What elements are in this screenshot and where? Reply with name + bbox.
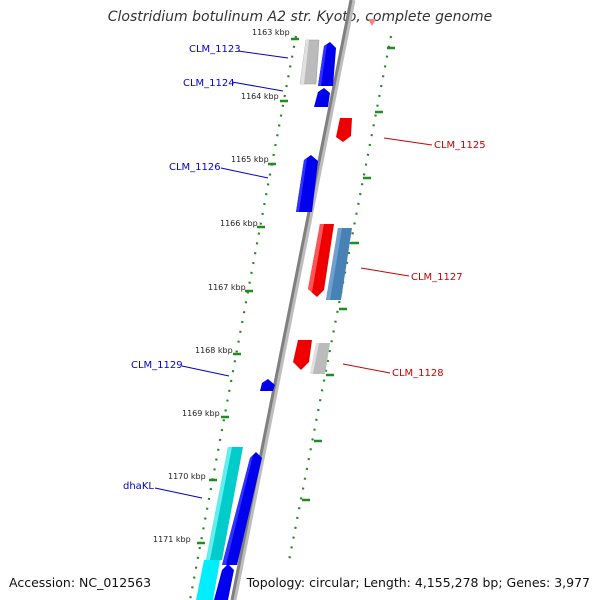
gene-highlight: [326, 228, 342, 300]
gene-label[interactable]: CLM_1123: [189, 44, 241, 55]
gene-clm-1125[interactable]: [336, 118, 352, 142]
tick-label: 1166 kbp: [220, 219, 258, 228]
gene-highlight: [206, 447, 232, 560]
gene-label[interactable]: CLM_1126: [169, 162, 221, 173]
gene-label[interactable]: CLM_1127: [411, 272, 463, 283]
ruler-outer: [286, 35, 393, 567]
tick-label: 1170 kbp: [168, 472, 206, 481]
gene-cyan-lower[interactable]: [196, 560, 220, 600]
gene-clm-1124[interactable]: [314, 88, 330, 107]
gene-label[interactable]: dhaKL: [123, 481, 154, 492]
gene-clm-1126[interactable]: [296, 155, 318, 212]
backbone-shadow: [231, 0, 356, 600]
map-title: Clostridium botulinum A2 str. Kyoto, com…: [107, 9, 493, 25]
gene-highlight: [300, 40, 309, 84]
tick-label: 1164 kbp: [241, 92, 279, 101]
tick-label: 1169 kbp: [182, 409, 220, 418]
tick-label: 1165 kbp: [231, 155, 269, 164]
gene-clm-1128-red[interactable]: [293, 340, 312, 370]
gene-label[interactable]: CLM_1124: [183, 78, 235, 89]
top-marker: [368, 19, 376, 26]
tick-label: 1167 kbp: [208, 283, 246, 292]
label-leaders: [154, 50, 433, 499]
gene-clm-1129[interactable]: [260, 379, 275, 391]
gene-label[interactable]: CLM_1128: [392, 368, 444, 379]
gene-clm-1127-red[interactable]: [308, 224, 334, 297]
tick-label: 1168 kbp: [195, 346, 233, 355]
tick-label: 1163 kbp: [252, 28, 290, 37]
gene-highlight: [222, 455, 253, 565]
gene-highlight: [308, 224, 324, 292]
ruler-ticks: [197, 37, 395, 545]
gene-highlight: [310, 343, 319, 374]
gene-blue-bottom[interactable]: [214, 564, 234, 600]
topology-text: Topology: circular; Length: 4,155,278 bp…: [246, 575, 590, 590]
tick-label: 1171 kbp: [153, 535, 191, 544]
gene-label[interactable]: CLM_1129: [131, 360, 183, 371]
gene-highlight: [318, 44, 327, 86]
gene-label[interactable]: CLM_1125: [434, 140, 486, 151]
accession-text: Accession: NC_012563: [9, 575, 152, 590]
gene-highlight: [296, 158, 307, 212]
